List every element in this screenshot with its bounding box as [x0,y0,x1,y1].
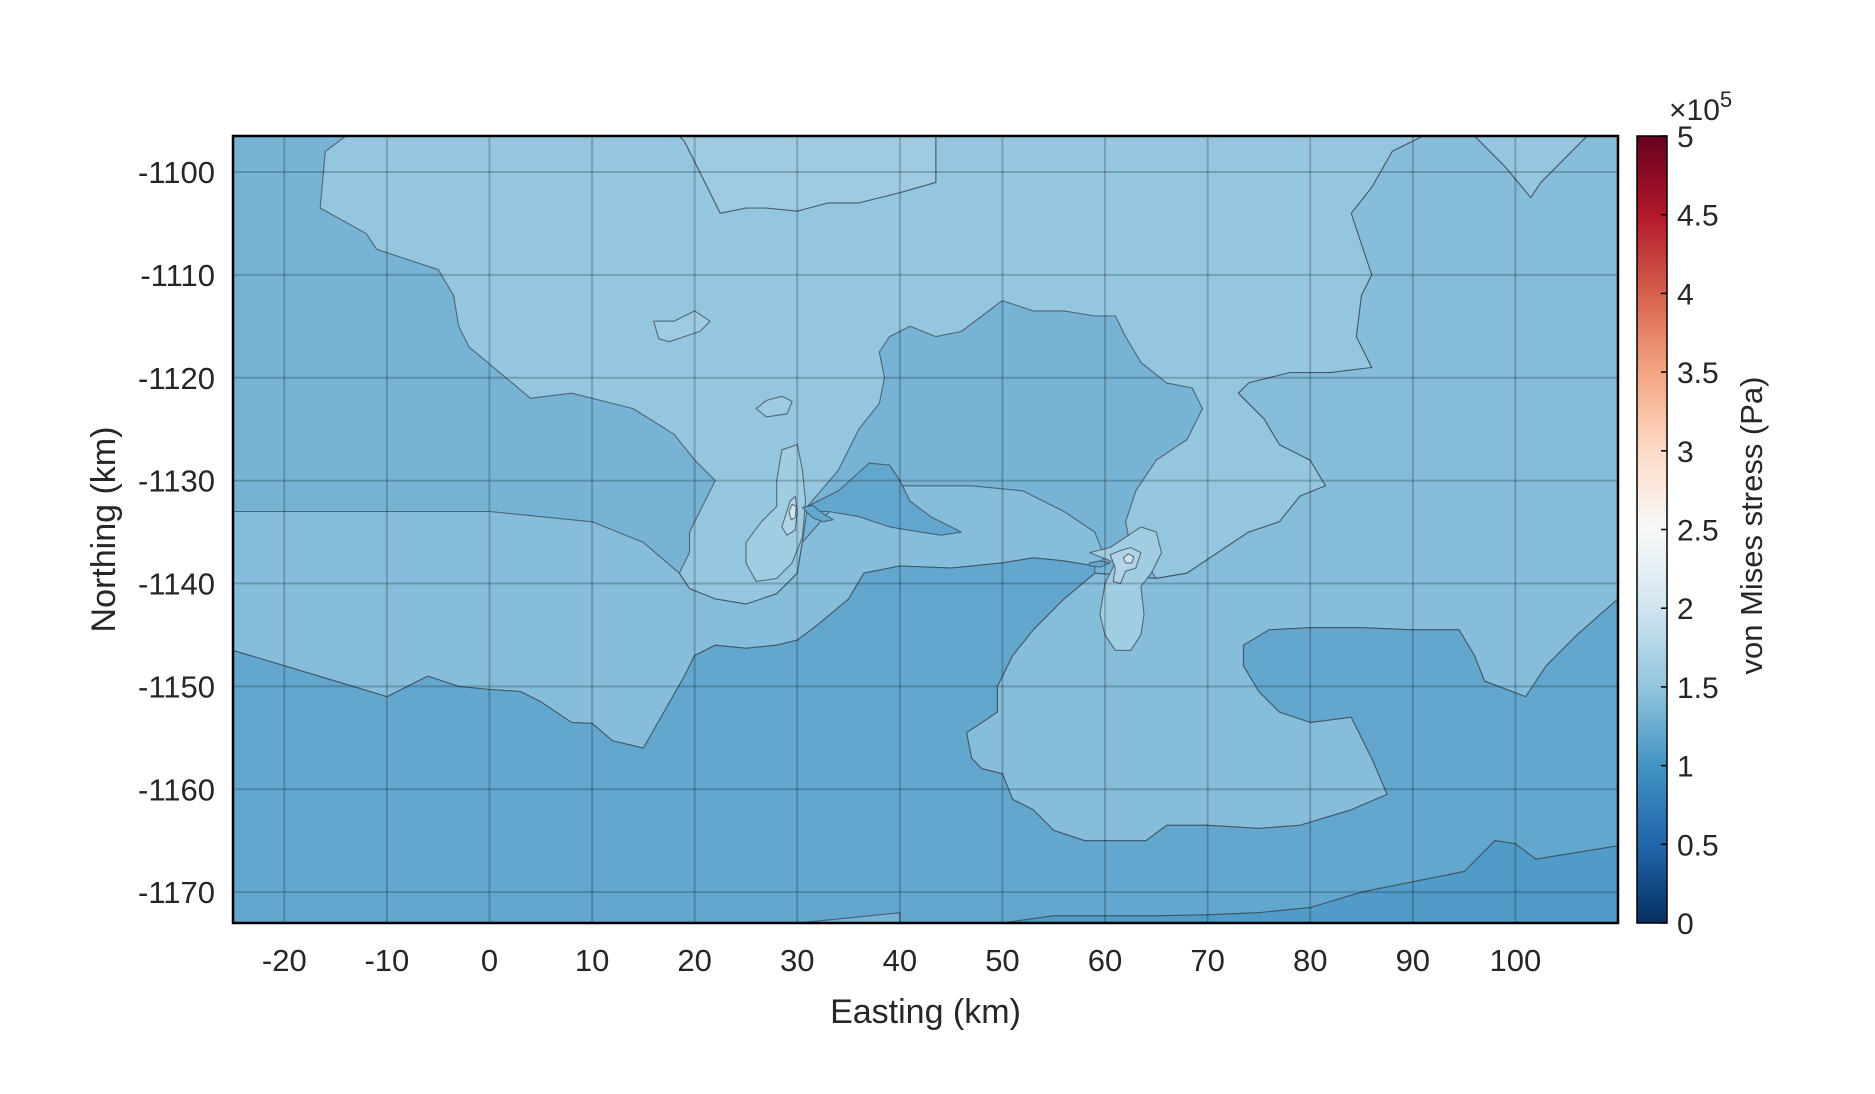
x-tick-label: 50 [985,943,1019,978]
colorbar-ticks: 0 0.5 1 1.5 2 2.5 3 3.5 4 4.5 5 [1661,121,1719,941]
y-axis-ticks: -1100 -1110 -1120 -1130 -1140 -1150 -1160 -1170 [138,155,215,910]
contour-streak-right [1089,560,1111,568]
contour-center-wedge [806,462,962,536]
contour-top-lighter-blob [678,136,937,214]
colorbar-tick-label: 3 [1677,436,1694,469]
grid-lines [233,136,1618,923]
x-tick-label: 60 [1088,943,1122,978]
x-tick-label: -10 [364,943,409,978]
x-tick-label: -20 [262,943,307,978]
y-tick-label: -1160 [138,772,215,807]
plot-frame [231,134,1620,925]
colorbar-tick-label: 4.5 [1677,200,1719,233]
x-tick-label: 0 [481,943,498,978]
y-tick-label: -1150 [138,669,215,704]
x-axis-title: Easting (km) [830,993,1021,1031]
colorbar-multiplier: ×105 [1669,87,1732,127]
y-tick-label: -1120 [138,361,215,396]
x-axis-ticks: -20 -10 0 10 20 30 40 50 60 70 80 90 100 [262,943,1541,978]
colorbar-multiplier-exponent: 5 [1720,87,1732,112]
contour-lobe-left-core [788,503,797,521]
colorbar: 0 0.5 1 1.5 2 2.5 3 3.5 4 4.5 5 ×105 von Mises str… [1636,87,1769,941]
y-tick-label: -1130 [138,464,215,499]
x-tick-label: 40 [883,943,917,978]
contour-regions [233,136,1618,923]
colorbar-tick-label: 2 [1677,593,1694,626]
plot-area [231,134,1620,925]
colorbar-tick-label: 2.5 [1677,515,1719,548]
y-tick-label: -1100 [138,155,215,190]
colorbar-multiplier-base: ×10 [1669,94,1720,127]
colorbar-tick-label: 1.5 [1677,672,1719,705]
contour-streak-left [801,504,834,523]
colorbar-tick-label: 5 [1677,121,1694,154]
x-tick-label: 30 [780,943,814,978]
contour-lobe-right-core [1122,553,1135,564]
x-tick-label: 90 [1396,943,1430,978]
contour-lobe-left-outer [745,444,807,583]
y-tick-label: -1170 [138,875,215,910]
colorbar-title: von Mises stress (Pa) [1734,376,1769,674]
x-tick-label: 10 [575,943,609,978]
x-tick-label: 70 [1190,943,1224,978]
colorbar-tick-label: 1 [1677,751,1694,784]
colorbar-tick-label: 0.5 [1677,829,1719,862]
y-tick-label: -1140 [138,567,215,602]
contour-small-blob-b [755,395,793,418]
contour-lobe-right-outer [1089,526,1163,651]
contour-bottom-right-darker-region [1001,840,1618,923]
x-tick-label: 20 [677,943,711,978]
y-axis-title: Northing (km) [85,427,123,633]
x-tick-label: 80 [1293,943,1327,978]
x-tick-label: 100 [1490,943,1542,978]
colorbar-tick-label: 4 [1677,278,1694,311]
colorbar-tick-label: 3.5 [1677,357,1719,390]
y-tick-label: -1110 [140,258,215,293]
contour-small-blob-a [653,310,711,343]
colorbar-tick-label: 0 [1677,908,1694,941]
